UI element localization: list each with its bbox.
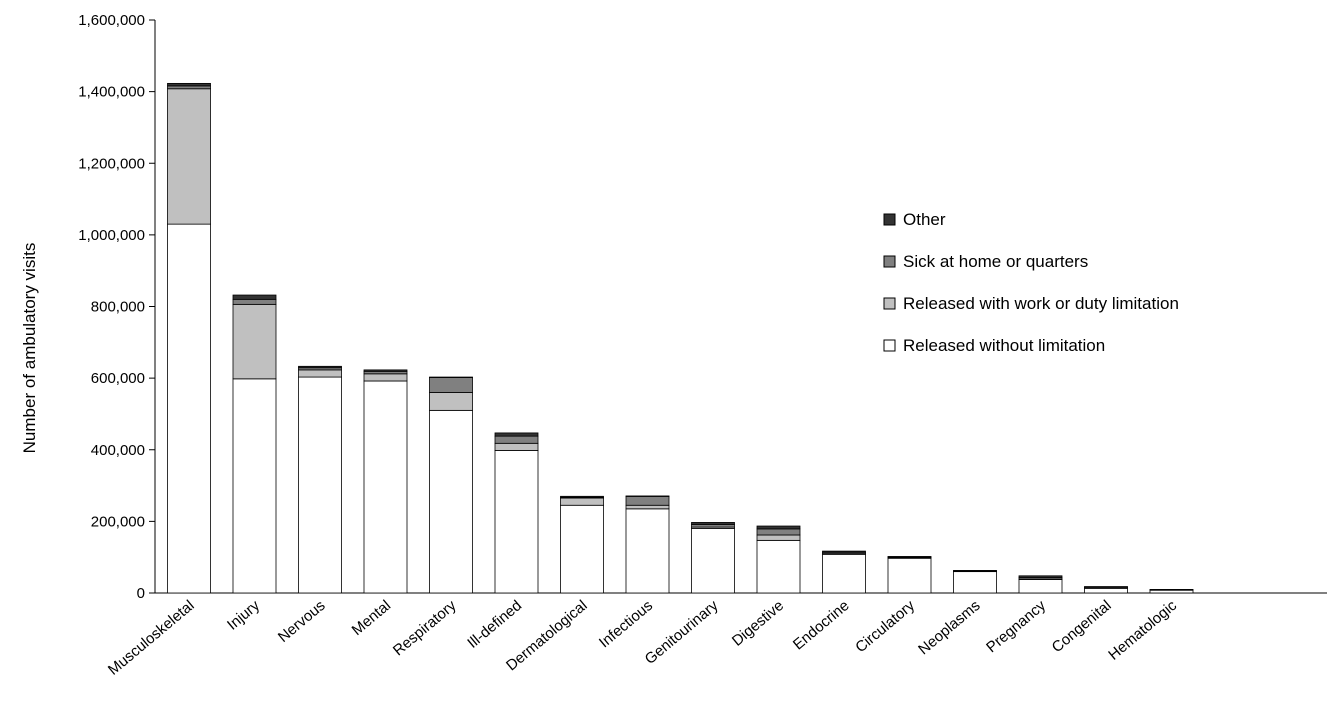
bar-segment [756, 539, 801, 594]
bar-segment [625, 495, 670, 497]
legend-label: Other [903, 210, 946, 229]
x-tick-label: Respiratory [390, 597, 460, 660]
bar-segment [1018, 575, 1063, 579]
legend-label: Released without limitation [903, 336, 1105, 355]
legend-label: Sick at home or quarters [903, 252, 1088, 271]
bar-segment [560, 504, 604, 594]
y-tick-label: 200,000 [91, 513, 145, 530]
legend-swatch [883, 339, 896, 352]
bar-segment [232, 298, 277, 305]
legend-swatch [883, 255, 896, 268]
y-tick-label: 800,000 [91, 299, 145, 316]
bar-segment [756, 534, 801, 541]
bar-segment [167, 88, 211, 225]
bar-segment [429, 377, 473, 393]
y-tick-label: 1,000,000 [78, 227, 145, 244]
bar-segment [1149, 589, 1194, 591]
bar-segment [625, 504, 670, 510]
y-tick-label: 400,000 [91, 442, 145, 459]
y-tick-label: 1,400,000 [78, 84, 145, 101]
bars [167, 82, 1194, 594]
bar-segment [494, 432, 539, 437]
bar-segment [232, 303, 277, 380]
y-tick-label: 1,200,000 [78, 155, 145, 172]
bar-segment [887, 557, 932, 594]
bar-segment [691, 528, 735, 594]
bar-segment [1084, 586, 1128, 588]
x-tick-label: Infectious [596, 597, 656, 651]
x-tick-label: Injury [224, 597, 263, 634]
y-tick-label: 1,600,000 [78, 12, 145, 29]
bar-segment [363, 380, 408, 594]
bar-segment [560, 497, 604, 506]
bar-segment [232, 378, 277, 594]
bar-segment [1084, 587, 1128, 594]
bar-segment [298, 369, 342, 378]
y-tick-label: 0 [137, 585, 145, 602]
bar-segment [363, 373, 408, 382]
bar-segment [429, 392, 473, 411]
bar-segment [691, 522, 735, 525]
bar-segment [953, 571, 997, 594]
bar-segment [167, 82, 211, 87]
bar-segment [494, 435, 539, 444]
y-tick-label: 600,000 [91, 370, 145, 387]
legend: Other Sick at home or quarters Released wi… [883, 210, 1179, 355]
bar-segment [232, 294, 277, 300]
x-tick-label: Nervous [275, 597, 329, 646]
x-axis: Musculoskeletal Injury Nervous MentalRespir… [105, 592, 1327, 679]
x-tick-label: Hematologic [1105, 597, 1180, 664]
x-tick-label: Neoplasms [915, 597, 983, 658]
x-tick-label: Digestive [729, 597, 787, 650]
x-tick-label: Mental [349, 597, 394, 639]
bar-segment [887, 556, 932, 558]
bar-segment [560, 495, 604, 498]
bar-segment [363, 369, 408, 372]
bar-segment [429, 376, 473, 378]
legend-swatch [883, 213, 896, 226]
legend-label: Released with work or duty limitation [903, 294, 1179, 313]
legend-swatch [883, 297, 896, 310]
y-axis-title: Number of ambulatory visits [20, 243, 39, 454]
x-tick-label: Pregnancy [983, 597, 1049, 656]
x-tick-label: Circulatory [852, 597, 918, 656]
x-tick-label: Ill-defined [464, 597, 525, 652]
bar-segment [822, 553, 866, 594]
bar-segment [167, 85, 211, 90]
bar-segment [167, 223, 211, 594]
bar-segment [756, 528, 801, 536]
x-tick-label: Musculoskeletal [105, 597, 198, 679]
y-axis: 0 200,000 400,000 600,000 800,000 1,000,000 1,… [78, 12, 156, 602]
bar-segment [625, 508, 670, 594]
bar-segment [756, 525, 801, 530]
bar-segment [953, 570, 997, 572]
bar-segment [298, 376, 342, 594]
bar-segment [494, 442, 539, 451]
x-tick-label: Endocrine [790, 597, 853, 653]
bar-segment [822, 550, 866, 553]
bar-segment [429, 409, 473, 594]
bar-segment [1018, 578, 1063, 594]
bar-segment [494, 450, 539, 594]
x-tick-label: Congenital [1049, 597, 1115, 656]
bar-segment [298, 365, 342, 369]
bar-segment [625, 495, 670, 506]
